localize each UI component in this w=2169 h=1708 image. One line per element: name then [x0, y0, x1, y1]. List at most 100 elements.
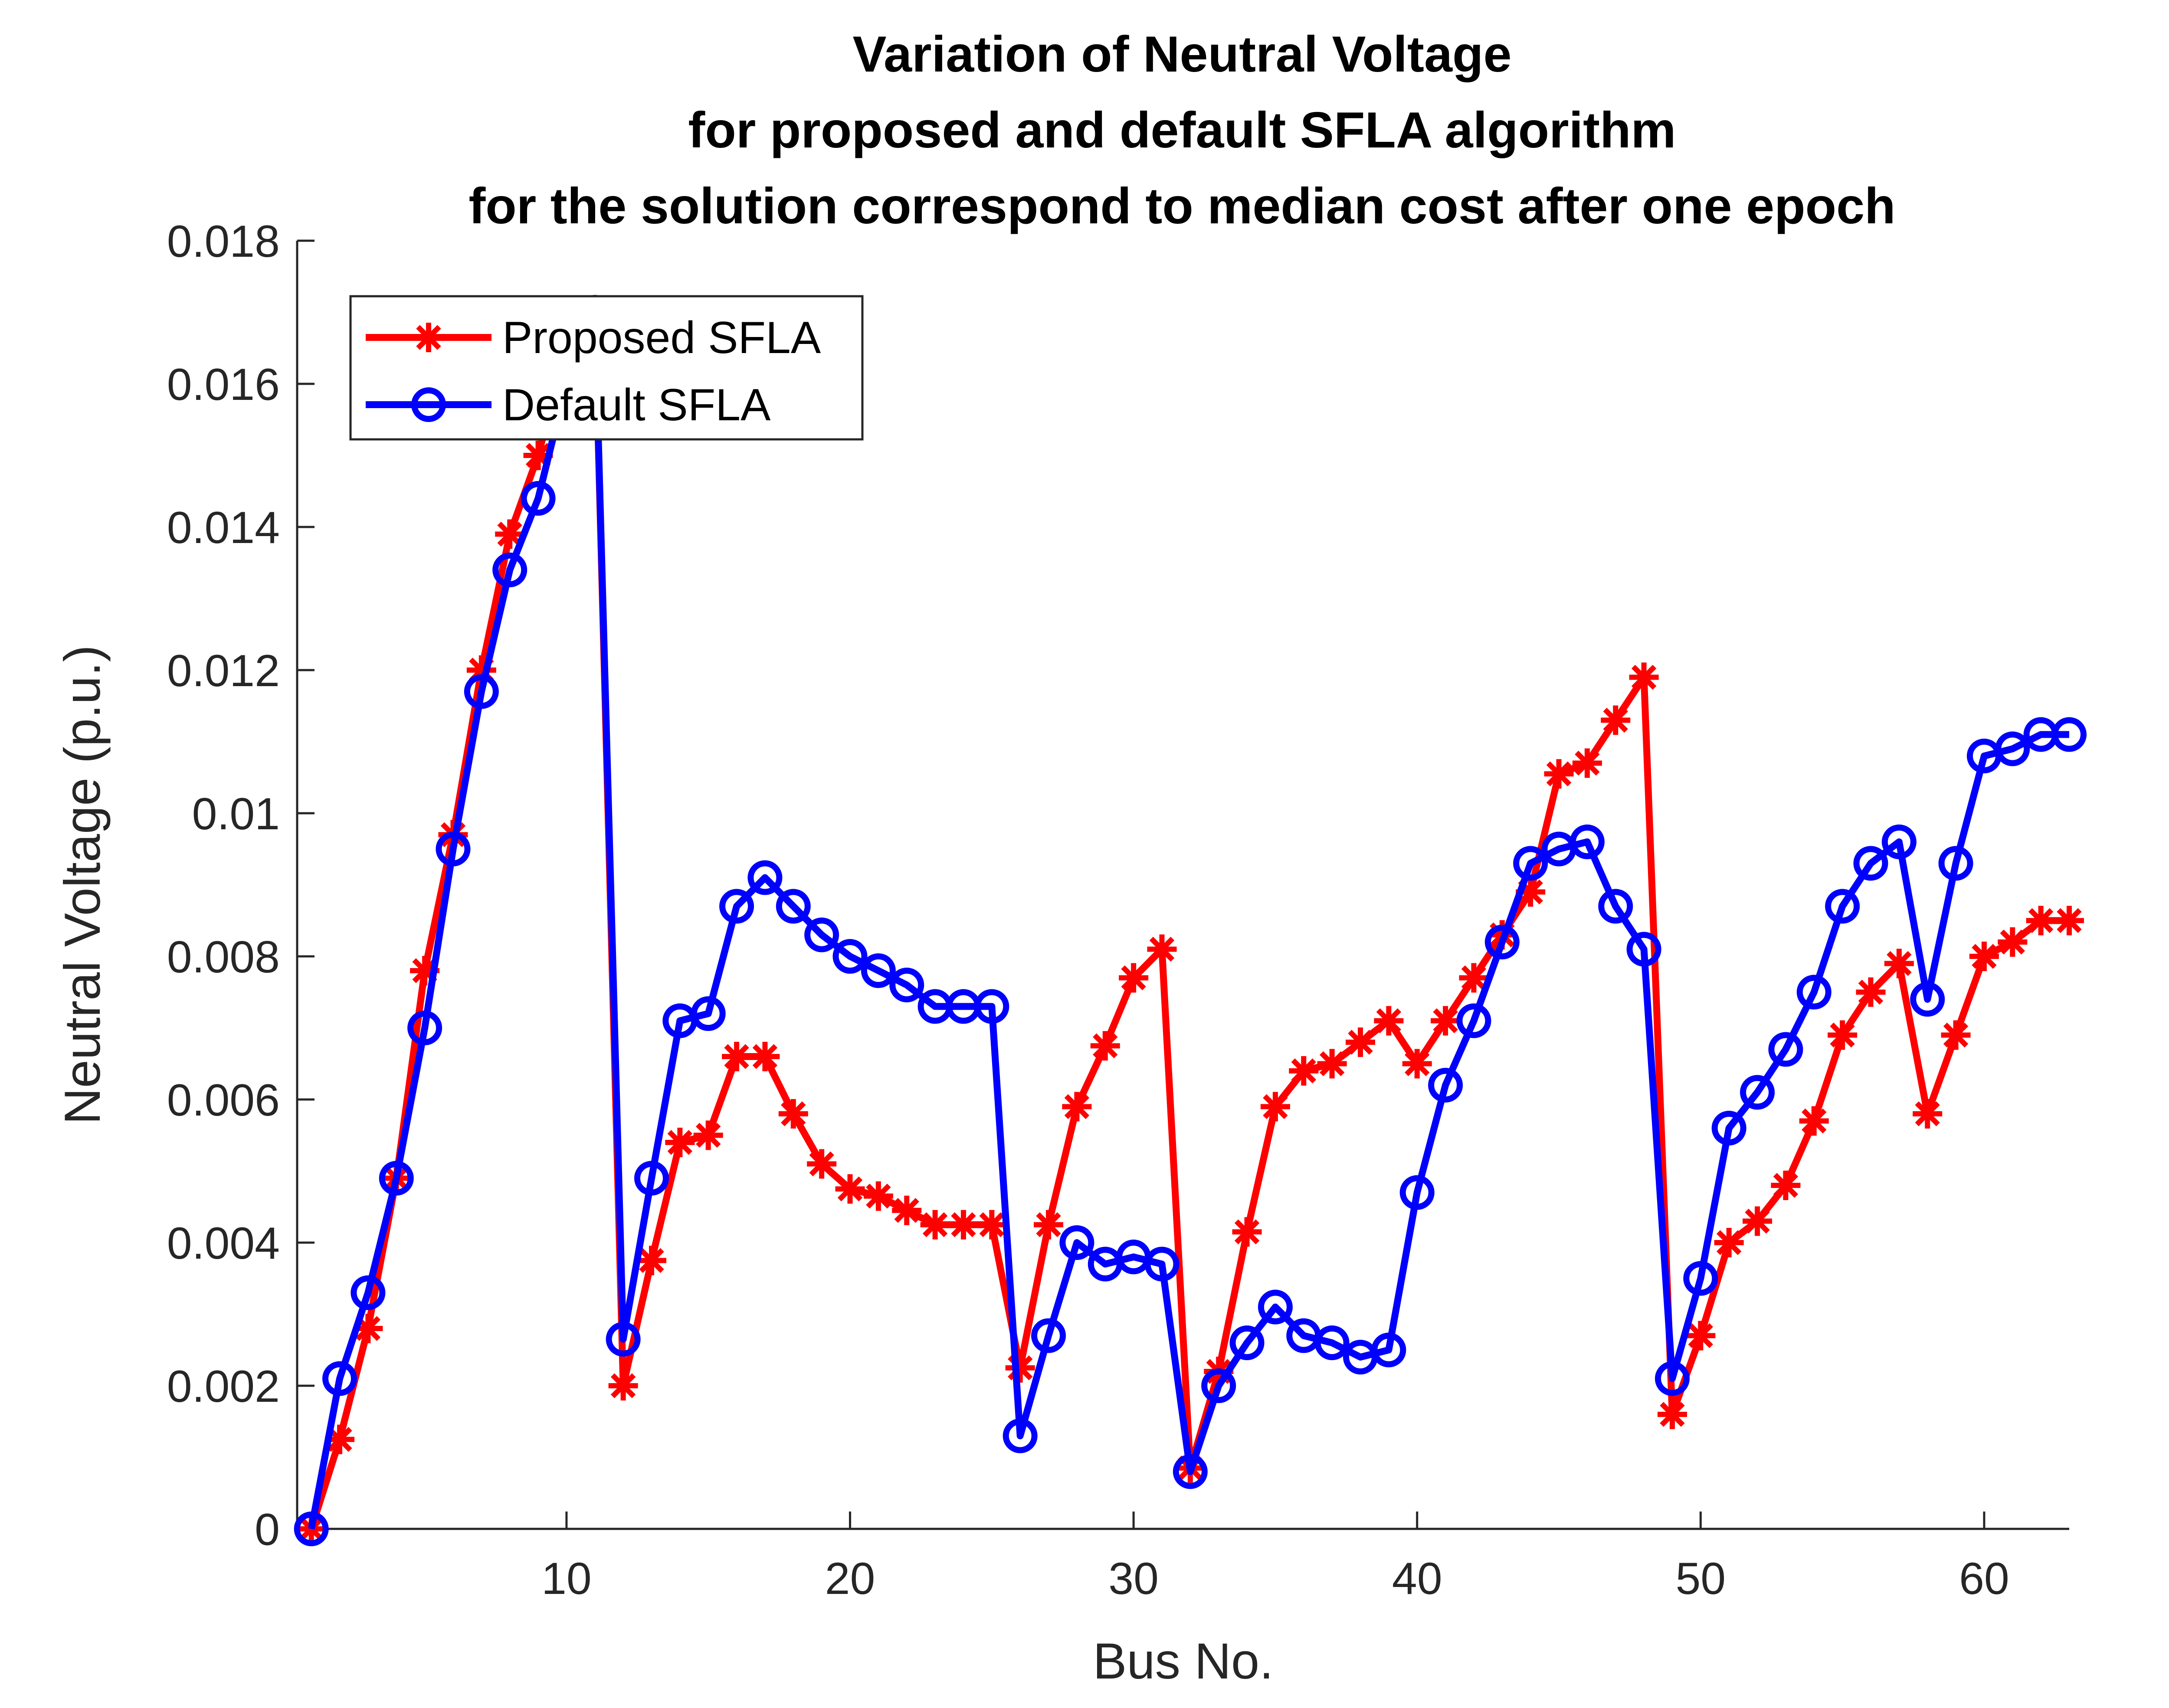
- data-point: [776, 889, 811, 924]
- series-group: [294, 295, 2087, 1546]
- x-tick-label: 50: [1675, 1554, 1726, 1604]
- axes: [296, 241, 2069, 1530]
- data-point: [977, 1210, 1007, 1240]
- data-point: [1655, 1361, 1690, 1396]
- series-1: [296, 298, 2084, 1544]
- data-point: [1714, 1228, 1744, 1257]
- data-point: [1005, 1353, 1035, 1383]
- data-point: [747, 860, 783, 895]
- data-point: [892, 1195, 922, 1225]
- series-2: [294, 295, 2087, 1546]
- legend-item: Default SFLA: [366, 380, 771, 430]
- legend-label: Proposed SFLA: [502, 313, 821, 363]
- data-point: [804, 917, 839, 952]
- data-point: [750, 1042, 780, 1071]
- legend-marker: [411, 387, 446, 422]
- data-point: [492, 553, 528, 587]
- data-point: [1771, 1171, 1801, 1200]
- data-point: [948, 1210, 978, 1240]
- data-point: [1938, 846, 1973, 881]
- x-tick-label: 10: [541, 1554, 592, 1604]
- data-point: [1683, 1261, 1718, 1296]
- data-point: [1258, 1289, 1293, 1325]
- legend-marker: [414, 323, 443, 352]
- data-point: [294, 1512, 329, 1546]
- y-tick-label: 0.014: [167, 503, 280, 553]
- legend: Proposed SFLA Default SFLA: [349, 295, 864, 441]
- data-point: [1569, 825, 1605, 859]
- data-point: [1090, 1031, 1120, 1061]
- data-point: [1399, 1175, 1435, 1210]
- data-point: [1513, 846, 1548, 881]
- data-point: [974, 989, 1009, 1024]
- data-point: [606, 1322, 641, 1357]
- x-tick-label: 60: [1959, 1554, 2009, 1604]
- data-point: [464, 674, 499, 709]
- data-point: [1853, 846, 1888, 881]
- data-point: [1346, 1027, 1375, 1057]
- data-point: [1799, 1106, 1829, 1136]
- data-point: [521, 481, 556, 516]
- data-point: [1884, 949, 1914, 978]
- data-point: [1995, 731, 2030, 766]
- data-point: [1828, 1020, 1858, 1050]
- x-tick-label: 40: [1392, 1554, 1442, 1604]
- data-point: [1913, 1099, 1943, 1129]
- data-point: [1711, 1111, 1746, 1145]
- data-point: [807, 1149, 837, 1179]
- series-line: [308, 309, 2069, 1530]
- y-tick-label: 0: [255, 1505, 280, 1555]
- data-point: [1062, 1092, 1092, 1122]
- data-point: [322, 1361, 357, 1396]
- data-point: [1317, 1049, 1347, 1079]
- data-point: [1374, 1006, 1404, 1036]
- data-point: [863, 1181, 893, 1211]
- data-point: [379, 1161, 414, 1196]
- data-point: [889, 968, 924, 1002]
- data-point: [1969, 942, 1999, 971]
- data-point: [719, 889, 754, 924]
- data-point: [1402, 1049, 1432, 1079]
- data-point: [436, 831, 471, 867]
- data-point: [778, 1099, 808, 1129]
- data-point: [1998, 927, 2028, 957]
- y-tick-label: 0.018: [167, 216, 280, 267]
- data-point: [722, 1042, 752, 1071]
- data-point: [1289, 1056, 1319, 1086]
- chart-title-line-3: for the solution correspond to median co…: [469, 177, 1895, 234]
- data-point: [637, 1246, 666, 1276]
- data-point: [1431, 1006, 1461, 1036]
- data-point: [608, 1371, 638, 1400]
- data-point: [1059, 1225, 1094, 1260]
- data-point: [1034, 1210, 1064, 1240]
- data-point: [1119, 963, 1149, 993]
- data-point: [691, 996, 726, 1031]
- x-axis-label: Bus No.: [1093, 1633, 1273, 1689]
- data-point: [1796, 975, 1832, 1010]
- data-point: [1601, 705, 1631, 735]
- data-point: [1856, 977, 1886, 1007]
- data-point: [693, 1120, 723, 1150]
- data-point: [2026, 906, 2056, 936]
- data-point: [1456, 1003, 1491, 1038]
- data-point: [351, 1275, 386, 1310]
- chart-title-line-2: for proposed and default SFLA algorithm: [688, 101, 1676, 158]
- data-point: [407, 1011, 442, 1045]
- x-tick-label: 20: [825, 1554, 875, 1604]
- series-line: [308, 309, 2069, 1530]
- legend-label: Default SFLA: [502, 380, 771, 430]
- data-point: [1147, 934, 1177, 964]
- data-point: [1825, 889, 1860, 924]
- data-point: [1626, 932, 1661, 967]
- data-point: [832, 939, 868, 974]
- data-point: [1910, 982, 1945, 1017]
- y-tick-label: 0.01: [192, 789, 280, 839]
- y-axis-label: Neutral Voltage (p.u.): [54, 645, 111, 1125]
- data-point: [1173, 1454, 1208, 1489]
- data-point: [1201, 1368, 1236, 1403]
- data-point: [1031, 1318, 1066, 1353]
- data-point: [1881, 825, 1917, 859]
- data-point: [2052, 717, 2087, 752]
- data-point: [1768, 1032, 1803, 1067]
